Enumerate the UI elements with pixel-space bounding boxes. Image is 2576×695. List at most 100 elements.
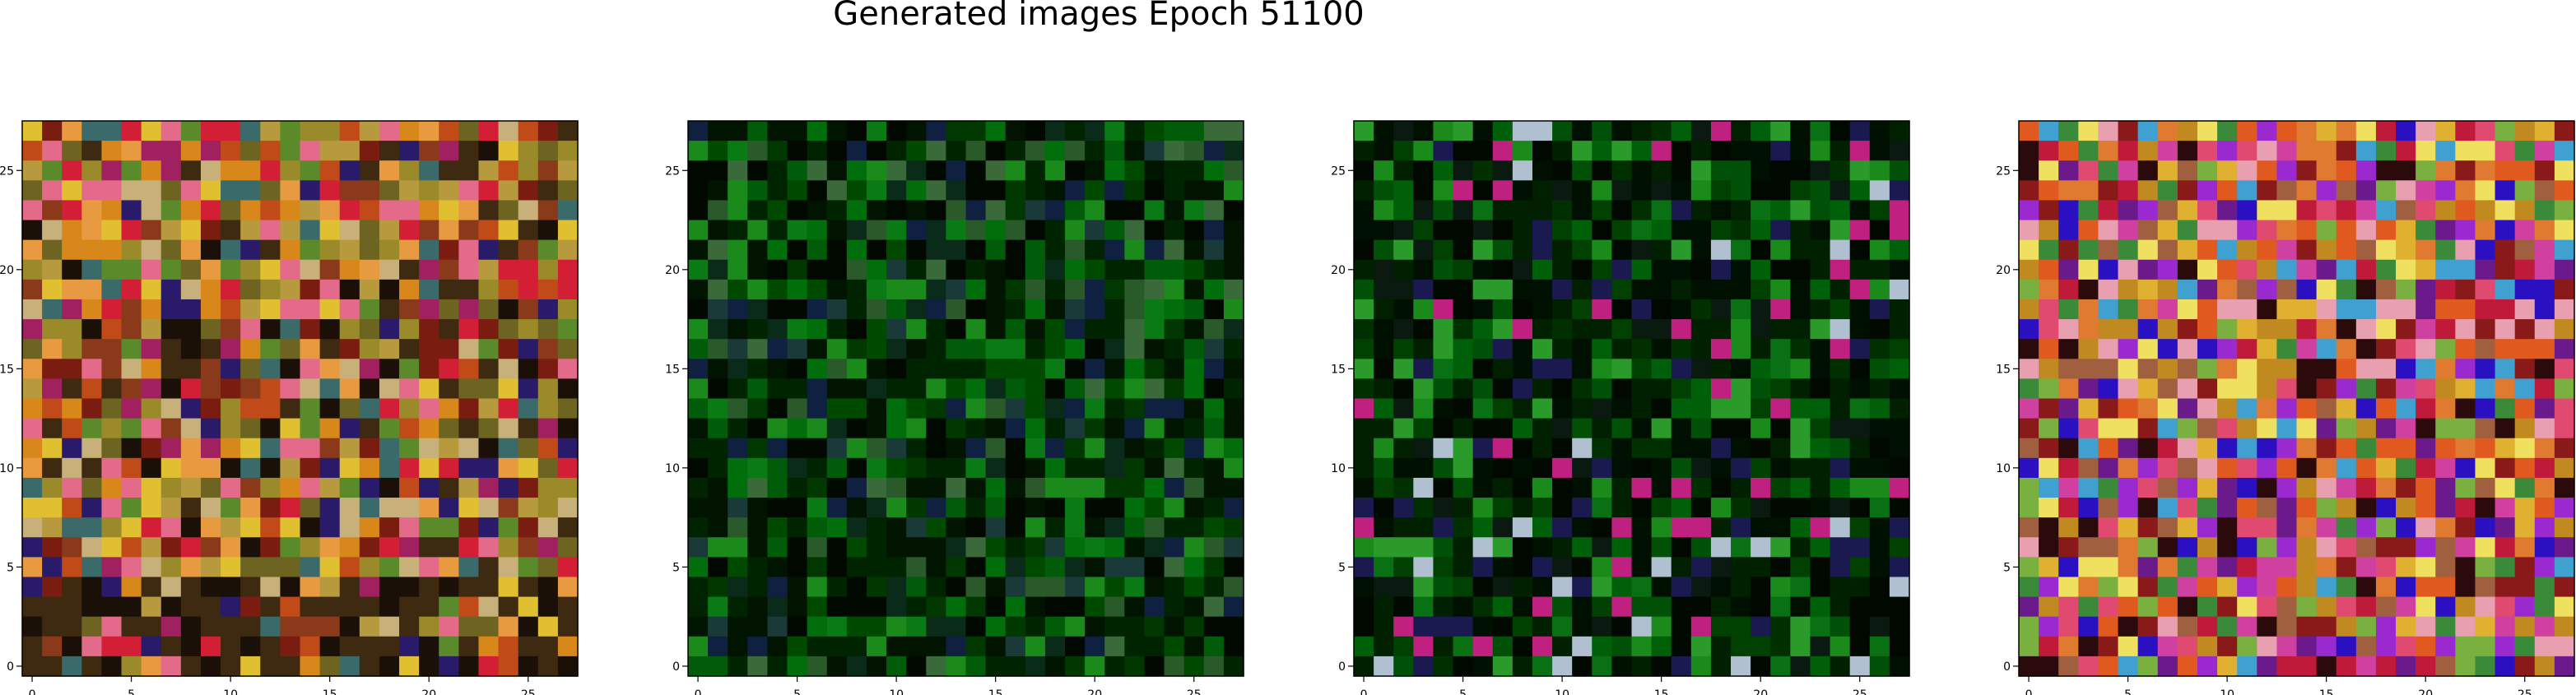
image-cell <box>1124 180 1146 202</box>
image-cell <box>2375 517 2397 538</box>
image-cell <box>985 200 1007 221</box>
image-cell <box>141 339 162 359</box>
image-cell <box>498 200 519 221</box>
image-cell <box>2416 457 2436 479</box>
image-cell <box>2416 259 2436 280</box>
image-cell <box>1374 220 1394 241</box>
image-cell <box>2316 160 2337 181</box>
image-cell <box>2375 636 2397 657</box>
image-cell <box>2514 656 2536 677</box>
image-cell <box>2336 517 2357 538</box>
image-cell <box>1223 537 1244 558</box>
image-cell <box>160 596 182 618</box>
image-cell <box>2019 557 2039 578</box>
image-cell <box>180 378 202 400</box>
image-cell <box>1065 656 1086 677</box>
image-cell <box>1005 517 1026 538</box>
image-cell <box>498 239 519 261</box>
image-cell <box>42 299 63 320</box>
image-cell <box>42 438 63 459</box>
image-cell <box>2514 418 2536 439</box>
image-cell <box>2039 299 2059 320</box>
image-cell <box>728 477 748 498</box>
image-cell <box>2058 259 2079 280</box>
image-cell <box>965 121 987 141</box>
image-cell <box>280 141 301 161</box>
image-cell <box>1751 477 1771 498</box>
image-cell <box>2177 596 2198 618</box>
image-cell <box>866 498 887 518</box>
image-cell <box>767 259 788 280</box>
image-cell <box>2118 537 2139 558</box>
image-cell <box>319 220 341 241</box>
image-cell <box>200 398 221 419</box>
image-cell <box>1203 557 1225 578</box>
image-cell <box>1433 616 1454 637</box>
image-cell <box>1203 141 1225 161</box>
image-cell <box>557 141 579 161</box>
image-cell <box>1453 359 1474 379</box>
image-cell <box>807 180 828 202</box>
image-cell <box>498 299 519 320</box>
image-cell <box>1124 636 1146 657</box>
image-cell <box>728 279 748 300</box>
image-cell <box>121 239 142 261</box>
image-cell <box>1413 319 1434 340</box>
image-cell <box>2534 656 2555 677</box>
image-cell <box>886 279 907 300</box>
image-cell <box>1751 616 1771 637</box>
image-cell <box>906 438 927 459</box>
image-cell <box>557 517 579 538</box>
image-cell <box>1005 557 1026 578</box>
image-cell <box>1085 418 1105 439</box>
image-cell <box>2217 279 2238 300</box>
image-cell <box>2475 239 2496 261</box>
image-cell <box>1183 319 1205 340</box>
image-cell <box>728 200 748 221</box>
image-cell <box>1869 577 1890 598</box>
image-cell <box>2514 200 2536 221</box>
image-cell <box>2296 180 2318 202</box>
image-cell <box>1085 498 1105 518</box>
image-cell <box>2197 259 2218 280</box>
image-cell <box>537 279 559 300</box>
image-cell <box>1690 319 1712 340</box>
image-cell <box>1144 279 1165 300</box>
image-cell <box>1770 636 1791 657</box>
image-cell <box>1710 180 1732 202</box>
image-cell <box>240 121 261 141</box>
image-cell <box>2554 339 2575 359</box>
image-cell <box>1572 359 1593 379</box>
image-cell <box>1631 299 1653 320</box>
image-cell <box>2197 517 2218 538</box>
image-cell <box>866 141 887 161</box>
image-cell <box>1671 438 1692 459</box>
image-cell <box>101 220 123 241</box>
image-cell <box>339 299 360 320</box>
image-cell <box>1671 557 1692 578</box>
image-cell <box>846 220 867 241</box>
image-cell <box>1731 656 1751 677</box>
image-cell <box>419 418 439 439</box>
image-cell <box>260 577 281 598</box>
image-cell <box>2276 477 2298 498</box>
image-cell <box>1085 656 1105 677</box>
image-cell <box>1869 160 1890 181</box>
y-tick-label: 15 <box>665 363 680 376</box>
image-cell <box>1164 498 1185 518</box>
image-cell <box>1572 517 1593 538</box>
image-cell <box>1492 577 1514 598</box>
image-cell <box>339 339 360 359</box>
image-cell <box>2514 299 2536 320</box>
image-cell <box>2237 517 2257 538</box>
image-cell <box>478 596 500 618</box>
image-cell <box>1104 319 1125 340</box>
image-cell <box>1592 656 1612 677</box>
image-cell <box>1790 636 1811 657</box>
image-cell <box>2455 457 2476 479</box>
image-cell <box>1830 378 1851 400</box>
image-cell <box>688 616 709 637</box>
image-cell <box>708 339 728 359</box>
image-cell <box>439 319 459 340</box>
